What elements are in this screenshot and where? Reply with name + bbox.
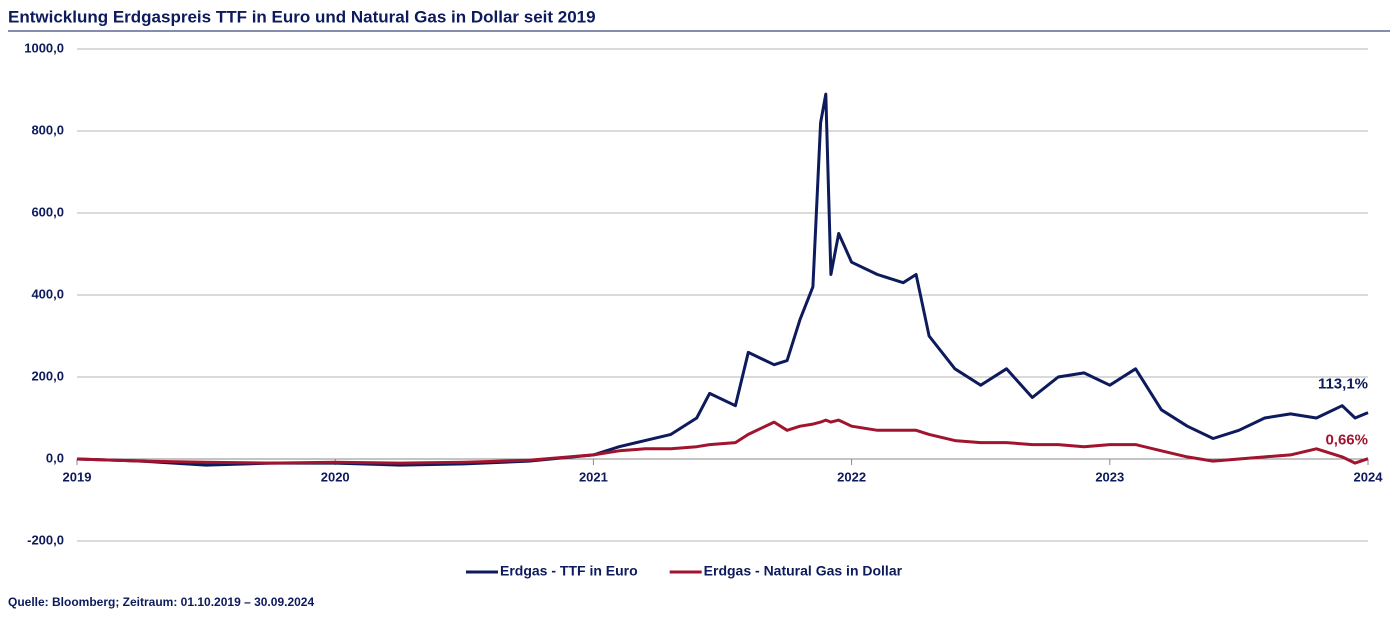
value-label: 113,1% (1318, 376, 1368, 393)
y-tick-label: 800,0 (31, 122, 64, 137)
series-line (76, 418, 1369, 465)
x-tick-label: 2023 (1095, 469, 1124, 484)
y-tick-label: -200,0 (27, 532, 64, 547)
x-tick-label: 2024 (1354, 469, 1384, 484)
y-tick-label: 200,0 (31, 368, 64, 383)
y-tick-label: 400,0 (31, 286, 64, 301)
source-note: Quelle: Bloomberg; Zeitraum: 01.10.2019 … (8, 595, 314, 609)
chart-title: Entwicklung Erdgaspreis TTF in Euro und … (8, 7, 596, 26)
x-tick-label: 2020 (321, 469, 350, 484)
value-label: 0,66% (1325, 432, 1368, 449)
x-tick-label: 2022 (837, 469, 866, 484)
y-tick-label: 0,0 (46, 450, 64, 465)
x-tick-label: 2021 (579, 469, 608, 484)
legend-label: Erdgas - TTF in Euro (500, 563, 638, 579)
y-tick-label: 1000,0 (24, 40, 64, 55)
y-tick-label: 600,0 (31, 204, 64, 219)
x-tick-label: 2019 (63, 469, 92, 484)
legend-label: Erdgas - Natural Gas in Dollar (704, 563, 903, 579)
series-line (76, 92, 1369, 467)
